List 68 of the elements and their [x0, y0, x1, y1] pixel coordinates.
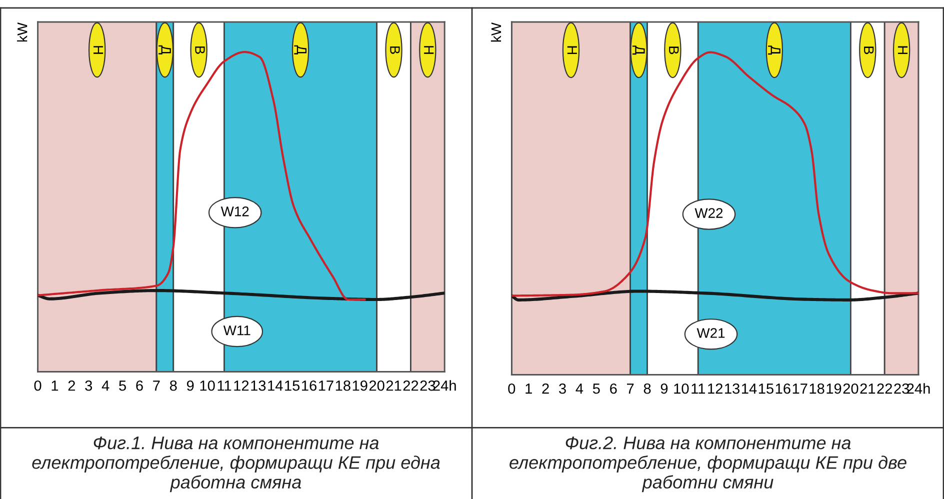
annotation: W22 [694, 208, 723, 218]
x-tick-label: 17 [318, 380, 334, 391]
band-label: Н [424, 46, 434, 54]
x-tick-label: 12 [234, 380, 249, 391]
x-tick-label: 6 [610, 383, 617, 394]
x-tick-label: 0 [34, 380, 42, 391]
x-tick-label: 24h [907, 383, 930, 394]
band-label: Д [632, 46, 645, 55]
band-label: Д [768, 46, 780, 55]
band-label: Н [898, 46, 908, 54]
x-tick-label: 19 [352, 380, 368, 391]
x-tick-label: 0 [508, 383, 516, 394]
x-tick-label: 13 [725, 383, 740, 394]
x-tick-label: 5 [592, 384, 600, 394]
x-tick-label: 7 [627, 384, 634, 394]
x-tick-label: 13 [251, 380, 266, 391]
x-tick-label: 4 [576, 384, 584, 394]
x-tick-label: 24h [433, 380, 456, 391]
x-tick-label: 1 [526, 384, 532, 394]
x-tick-label: 15 [285, 380, 300, 391]
x-tick-label: 2 [542, 383, 549, 394]
y-axis-title: kW [490, 22, 501, 42]
x-tick-label: 22 [877, 383, 892, 394]
x-tick-label: 10 [674, 383, 689, 394]
x-tick-label: 16 [776, 383, 790, 394]
x-tick-label: 1 [52, 380, 58, 391]
x-tick-label: 20 [369, 380, 384, 391]
x-tick-label: 10 [200, 380, 215, 391]
annotation: W21 [696, 328, 725, 338]
x-tick-label: 8 [170, 380, 177, 391]
x-tick-label: 19 [826, 383, 842, 394]
text: Фиг.2. Нива на компонентите на електропотребление, формиращи КЕ при две работни смяни [510, 436, 906, 492]
x-tick-label: 15 [758, 384, 774, 394]
x-tick-label: 2 [68, 380, 75, 391]
text: Фиг.1. Нива на компонентите на електропотребление, формиращи КЕ при една работна смяна [32, 436, 440, 492]
band-label: Д [294, 45, 306, 54]
x-tick-label: 11 [692, 384, 705, 394]
x-tick-label: 17 [792, 384, 808, 394]
band-label: В [390, 46, 400, 54]
x-tick-label: 11 [218, 380, 232, 391]
x-tick-label: 3 [85, 380, 92, 391]
y-axis-title: kW [17, 22, 28, 42]
x-tick-label: 14 [742, 384, 757, 394]
x-tick-label: 6 [136, 380, 143, 391]
band-label: Н [94, 46, 104, 54]
x-tick-label: 12 [708, 383, 722, 394]
x-tick-label: 22 [403, 380, 418, 391]
x-tick-label: 21 [860, 383, 876, 394]
x-tick-label: 9 [186, 380, 194, 391]
band-label: В [669, 46, 679, 54]
x-tick-label: 14 [268, 380, 283, 391]
annotation: W12 [220, 206, 249, 216]
x-tick-label: 16 [302, 380, 316, 391]
band-label: В [864, 46, 874, 54]
band-label: Н [567, 46, 577, 54]
x-tick-label: 21 [386, 380, 402, 391]
x-tick-label: 4 [102, 380, 110, 391]
x-tick-label: 7 [153, 380, 160, 391]
x-tick-label: 20 [843, 383, 858, 394]
x-tick-label: 18 [810, 383, 824, 394]
x-tick-label: 5 [119, 380, 126, 391]
band-label: Д [158, 45, 171, 54]
annotation: W11 [223, 326, 250, 336]
band-label: В [195, 46, 205, 54]
x-tick-label: 18 [336, 380, 350, 391]
x-tick-label: 8 [644, 383, 651, 394]
x-tick-label: 3 [559, 383, 566, 394]
x-tick-label: 9 [660, 383, 668, 394]
